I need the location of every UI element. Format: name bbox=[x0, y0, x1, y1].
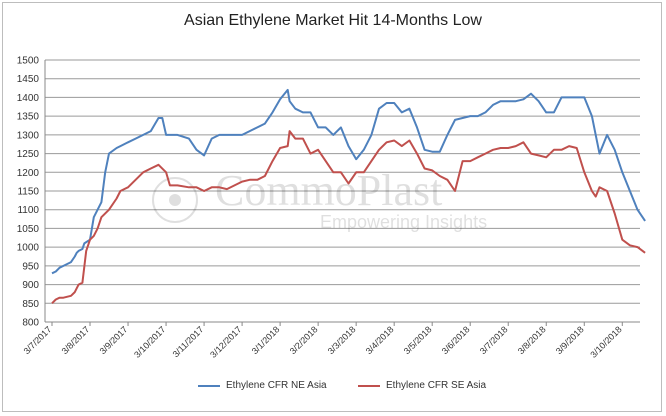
y-tick-label: 1350 bbox=[17, 112, 40, 123]
watermark-text: CommoPlast bbox=[215, 166, 442, 215]
y-tick-label: 850 bbox=[22, 299, 39, 310]
x-tick-label: 3/9/2017 bbox=[98, 324, 130, 356]
legend-swatch-se-asia bbox=[358, 384, 380, 387]
y-axis: 800 850 900 950 1000 1050 1100 1150 1200 1250 1300… bbox=[17, 56, 40, 329]
x-tick-label: 3/10/2018 bbox=[588, 324, 623, 359]
chart-title: Asian Ethylene Market Hit 14-Months Low bbox=[184, 12, 482, 29]
y-tick-label: 1200 bbox=[17, 168, 40, 179]
y-tick-label: 800 bbox=[22, 318, 39, 329]
y-tick-label: 1100 bbox=[17, 205, 39, 216]
x-tick-label: 3/4/2018 bbox=[364, 324, 396, 356]
grid bbox=[44, 59, 640, 323]
y-tick-label: 1150 bbox=[17, 187, 39, 198]
x-tick-label: 3/12/2017 bbox=[208, 324, 243, 359]
x-tick-label: 3/11/2017 bbox=[171, 324, 206, 359]
x-tick-label: 3/1/2018 bbox=[250, 324, 282, 356]
series-lines bbox=[51, 88, 646, 305]
x-tick-label: 3/7/2017 bbox=[22, 324, 54, 356]
watermark: CommoPlast Empowering Insights bbox=[152, 166, 487, 232]
x-tick-label: 3/6/2018 bbox=[440, 324, 472, 356]
x-tick-label: 3/9/2018 bbox=[554, 324, 586, 356]
x-tick-label: 3/2/2018 bbox=[288, 324, 320, 356]
x-tick-label: 3/8/2017 bbox=[60, 324, 92, 356]
legend-item-se-asia: Ethylene CFR SE Asia bbox=[358, 380, 486, 391]
y-tick-label: 1450 bbox=[17, 74, 40, 85]
y-tick-label: 950 bbox=[22, 261, 39, 272]
watermark-logo-icon bbox=[152, 177, 198, 223]
x-tick-label: 3/7/2018 bbox=[478, 324, 510, 356]
watermark-subtext: Empowering Insights bbox=[320, 212, 487, 232]
y-tick-label: 1300 bbox=[17, 130, 40, 141]
y-tick-label: 1250 bbox=[17, 149, 40, 160]
y-tick-label: 900 bbox=[22, 280, 39, 291]
y-tick-label: 1050 bbox=[17, 224, 40, 235]
y-tick-label: 1000 bbox=[17, 243, 40, 254]
x-tick-label: 3/5/2018 bbox=[402, 324, 434, 356]
x-tick-label: 3/10/2017 bbox=[132, 324, 167, 359]
x-tick-label: 3/3/2018 bbox=[326, 324, 358, 356]
watermark-logo-icon-dot bbox=[169, 194, 181, 206]
x-axis: 3/7/2017 3/8/2017 3/9/2017 3/10/2017 3/11/20… bbox=[22, 322, 624, 360]
legend-label-se-asia: Ethylene CFR SE Asia bbox=[386, 380, 487, 391]
y-tick-label: 1400 bbox=[17, 93, 40, 104]
legend: Ethylene CFR NE Asia Ethylene CFR SE Asi… bbox=[0, 380, 666, 400]
y-tick-label: 1500 bbox=[17, 56, 40, 67]
legend-item-ne-asia: Ethylene CFR NE Asia bbox=[198, 380, 327, 391]
legend-swatch-ne-asia bbox=[198, 384, 220, 387]
x-tick-label: 3/8/2018 bbox=[516, 324, 548, 356]
series-line-se-asia bbox=[51, 130, 646, 305]
legend-label-ne-asia: Ethylene CFR NE Asia bbox=[226, 380, 327, 391]
series-line-ne-asia bbox=[51, 88, 646, 275]
